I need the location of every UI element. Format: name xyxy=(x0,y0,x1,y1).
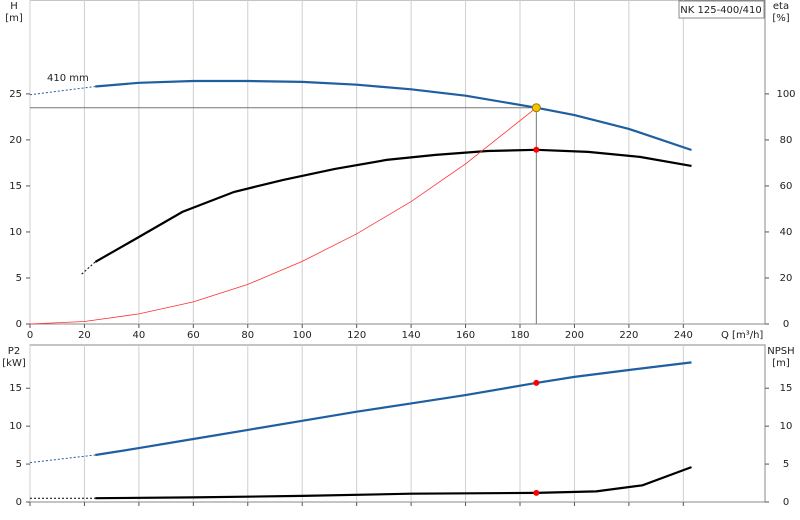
y2-axis-label: [%] xyxy=(772,13,789,24)
x-tick-label: 80 xyxy=(241,330,254,341)
y-tick-label: 5 xyxy=(16,459,22,470)
x-tick-label: 160 xyxy=(456,330,475,341)
curve xyxy=(29,454,96,464)
y-tick-label: 10 xyxy=(9,227,22,238)
y2-tick-label: 40 xyxy=(780,227,793,238)
y-axis-label: P2 xyxy=(8,346,20,357)
y-tick-label: 10 xyxy=(9,421,22,432)
x-tick-label: 220 xyxy=(619,330,638,341)
x-tick-label: 120 xyxy=(347,330,366,341)
y-tick-label: 5 xyxy=(16,273,22,284)
x-tick-label: 40 xyxy=(133,330,146,341)
plot-area xyxy=(29,0,766,325)
operating-point xyxy=(533,489,540,496)
curve xyxy=(95,361,692,457)
curve xyxy=(29,86,96,96)
annotation: 410 mm xyxy=(47,73,89,84)
y-tick-label: 20 xyxy=(9,135,22,146)
curve xyxy=(95,79,692,152)
y2-tick-label: 100 xyxy=(776,89,795,100)
x-tick-label: 140 xyxy=(402,330,421,341)
curve xyxy=(94,148,692,263)
x-tick-label: 100 xyxy=(293,330,312,341)
x-tick-label: 0 xyxy=(27,330,33,341)
y2-tick-label: 0 xyxy=(783,497,789,508)
y2-tick-label: 20 xyxy=(780,273,793,284)
y-axis-label: [m] xyxy=(5,13,23,24)
y-tick-label: 15 xyxy=(9,181,22,192)
y2-tick-label: 80 xyxy=(780,135,793,146)
curve xyxy=(95,466,692,500)
y-tick-label: 15 xyxy=(9,383,22,394)
y-tick-label: 0 xyxy=(16,497,22,508)
x-axis-label: Q [m³/h] xyxy=(721,330,763,341)
y2-tick-label: 5 xyxy=(783,459,789,470)
y-tick-label: 0 xyxy=(16,319,22,330)
y-tick-label: 25 xyxy=(9,89,22,100)
operating-point xyxy=(533,379,540,386)
x-tick-label: 60 xyxy=(187,330,200,341)
title-box xyxy=(678,0,765,19)
operating-point xyxy=(531,103,541,113)
y-axis-label: H xyxy=(10,1,18,12)
y2-tick-label: 60 xyxy=(780,181,793,192)
y2-tick-label: 15 xyxy=(780,383,793,394)
y2-tick-label: 10 xyxy=(780,421,793,432)
x-tick-label: 240 xyxy=(674,330,693,341)
y2-axis-label: NPSH xyxy=(767,346,794,357)
y2-axis-label: [m] xyxy=(772,358,790,369)
chart-title: NK 125-400/410 xyxy=(680,5,761,16)
x-tick-label: 20 xyxy=(78,330,91,341)
y-axis-label: [kW] xyxy=(2,358,26,369)
y2-axis-label: eta xyxy=(773,1,789,12)
curve xyxy=(81,261,96,275)
x-tick-label: 180 xyxy=(510,330,529,341)
curve xyxy=(29,107,537,325)
plot-area xyxy=(29,344,766,503)
operating-point xyxy=(533,146,540,153)
x-tick-label: 200 xyxy=(565,330,584,341)
y2-tick-label: 0 xyxy=(783,319,789,330)
